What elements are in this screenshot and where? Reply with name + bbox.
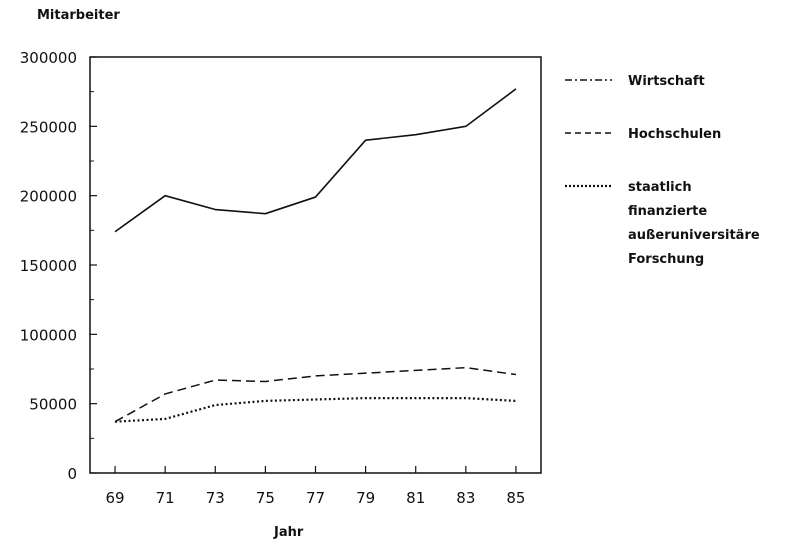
series-line-2: [114, 397, 517, 423]
legend-label: außeruniversitäre: [628, 228, 760, 243]
legend-label: Hochschulen: [628, 127, 721, 142]
series-line-0: [114, 88, 517, 233]
series-line-1: [114, 366, 517, 423]
legend-label: finanzierte: [628, 204, 707, 219]
y-tick-label: 100000: [20, 326, 77, 344]
x-tick-label: 81: [406, 489, 425, 507]
x-tick-label: 69: [106, 489, 125, 507]
x-tick-label: 71: [156, 489, 175, 507]
x-tick-label: 75: [256, 489, 275, 507]
x-tick-label: 85: [506, 489, 525, 507]
plot-series: [114, 88, 517, 423]
plot-frame: [89, 56, 542, 474]
y-tick-label: 50000: [29, 396, 77, 414]
x-tick-label: 73: [206, 489, 225, 507]
y-tick-label: 0: [67, 465, 77, 483]
legend-label: Wirtschaft: [628, 74, 705, 89]
x-tick-label: 79: [356, 489, 375, 507]
y-tick-label: 300000: [20, 49, 77, 67]
y-tick-label: 250000: [20, 118, 77, 136]
y-axis-title: Mitarbeiter: [37, 8, 120, 23]
y-tick-label: 200000: [20, 188, 77, 206]
x-axis: 69 71 73 75 77 79 81 83 85: [106, 466, 525, 507]
x-axis-title: Jahr: [273, 525, 304, 540]
legend: Wirtschaft Hochschulen staatlich finanziert…: [565, 74, 760, 267]
legend-label: Forschung: [628, 252, 704, 267]
y-axis: 0 50000 100000 150000 200000 250000 300000: [20, 49, 97, 483]
legend-label: staatlich: [628, 180, 692, 195]
x-tick-label: 77: [306, 489, 325, 507]
x-tick-label: 83: [456, 489, 475, 507]
y-tick-label: 150000: [20, 257, 77, 275]
